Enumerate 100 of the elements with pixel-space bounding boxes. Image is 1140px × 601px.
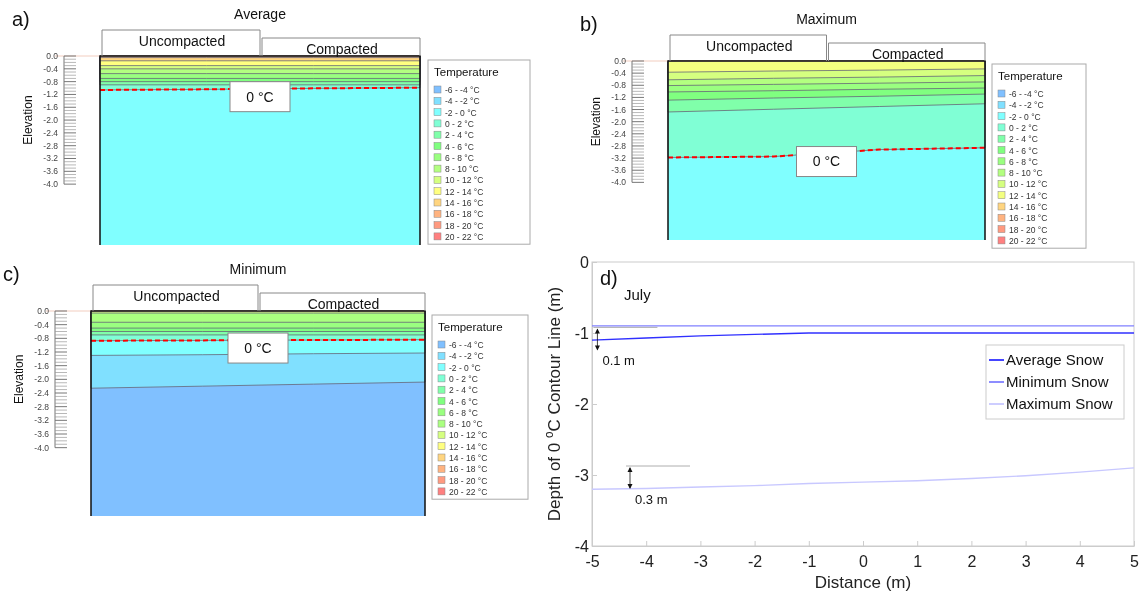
chart-title: Average [234, 6, 287, 22]
y-tick-label: 0 [580, 253, 590, 271]
y-tick-label: 0.0 [614, 55, 627, 66]
x-tick-label: -4 [639, 552, 654, 570]
legend-label: 8 - 10 °C [1009, 168, 1043, 179]
annotation: 0.1 m [602, 353, 635, 369]
y-tick-label: -3.2 [43, 153, 59, 164]
text: c) [3, 263, 20, 285]
y-tick-label: -3.6 [34, 428, 50, 439]
text: Uncompacted [133, 288, 220, 304]
legend-label: 4 - 6 °C [1009, 145, 1038, 156]
legend-label: 6 - 8 °C [1009, 156, 1038, 167]
legend-label: 20 - 22 °C [449, 486, 488, 497]
legend-label: 18 - 20 °C [1009, 224, 1048, 235]
annotation: 0 °C [246, 88, 274, 105]
x-tick-label: 0 [859, 552, 869, 570]
legend-label: -4 - -2 °C [1009, 100, 1044, 111]
y-tick-label: -3.6 [611, 165, 627, 176]
legend-title: Temperature [438, 321, 503, 333]
x-tick-label: -5 [585, 552, 600, 570]
legend-label: -2 - 0 °C [1009, 111, 1041, 122]
legend-label: 14 - 16 °C [1009, 202, 1048, 212]
legend-label: 4 - 6 °C [449, 396, 478, 407]
y-tick-label: -2.8 [611, 140, 627, 151]
y-axis-title: Elevation [589, 96, 603, 147]
x-tick-label: 2 [967, 552, 977, 570]
legend-label: 20 - 22 °C [1009, 235, 1048, 246]
y-tick-label: -0.8 [611, 80, 627, 91]
legend-label: 2 - 4 °C [1009, 134, 1038, 145]
y-tick-label: -3.6 [43, 166, 59, 177]
legend-label: -6 - -4 °C [1009, 89, 1044, 99]
y-tick-label: -0.4 [43, 63, 59, 74]
y-tick-label: -0.4 [611, 68, 627, 79]
x-tick-label: 4 [1075, 552, 1085, 570]
legend-label: 18 - 20 °C [445, 220, 484, 231]
annotation: 0 °C [812, 153, 841, 170]
annotation: July [624, 286, 652, 303]
y-tick-label: -2.8 [34, 401, 50, 412]
legend-label: 14 - 16 °C [449, 453, 488, 463]
legend-label: 12 - 14 °C [445, 186, 484, 197]
y-tick-label: -4.0 [43, 179, 59, 190]
legend-label: 12 - 14 °C [1009, 190, 1048, 201]
legend-label: -4 - -2 °C [449, 351, 484, 362]
chart-title: Maximum [796, 11, 857, 27]
legend-label: 10 - 12 °C [445, 175, 484, 186]
annotation: 0.3 m [635, 492, 668, 507]
x-axis-title: Distance (m) [814, 573, 912, 592]
line-series [591, 467, 1135, 490]
y-axis-title: Elevation [12, 354, 26, 405]
legend-label: -2 - 0 °C [445, 107, 477, 118]
legend-label: 18 - 20 °C [449, 475, 488, 486]
y-tick-label: -2 [574, 395, 590, 413]
line-series [591, 332, 1135, 341]
y-tick-label: -1.6 [43, 102, 59, 113]
y-tick-label: 0.0 [46, 50, 59, 61]
x-tick-label: 1 [913, 552, 923, 570]
annotation: d) [600, 267, 618, 289]
annotation: Compacted [306, 41, 378, 57]
y-tick-label: -1.6 [611, 104, 627, 115]
y-tick-label: -3 [574, 466, 590, 484]
legend-label: 6 - 8 °C [449, 407, 478, 418]
y-tick-label: -0.8 [43, 76, 59, 87]
legend-label: -2 - 0 °C [449, 362, 481, 373]
y-tick-label: -2.4 [34, 387, 50, 398]
chart-title: Minimum [229, 261, 287, 277]
text: b) [580, 13, 598, 35]
legend-label: -4 - -2 °C [445, 96, 480, 107]
y-tick-label: -3.2 [611, 153, 627, 164]
legend-title: Temperature [434, 66, 499, 78]
legend-label: 20 - 22 °C [445, 231, 484, 242]
y-tick-label: -2.4 [43, 127, 59, 138]
text: a) [12, 8, 30, 30]
y-tick-label: -1.2 [611, 92, 627, 103]
y-tick-label: -4 [574, 537, 590, 555]
legend-label: 0 - 2 °C [445, 118, 474, 129]
legend-label: 14 - 16 °C [445, 198, 484, 208]
legend-label: -6 - -4 °C [445, 85, 480, 95]
y-axis-title: Elevation [21, 95, 35, 145]
legend-label: 16 - 18 °C [445, 209, 484, 220]
y-tick-label: -2.0 [34, 374, 50, 385]
legend-label: 0 - 2 °C [1009, 122, 1038, 133]
x-tick-label: 5 [1130, 552, 1140, 570]
legend-label: 8 - 10 °C [445, 164, 479, 175]
y-tick-label: -2.4 [611, 128, 627, 139]
y-tick-label: -1.2 [43, 89, 59, 100]
legend-label: 0 - 2 °C [449, 373, 478, 384]
legend-label: 4 - 6 °C [445, 141, 474, 152]
x-tick-label: -2 [747, 552, 763, 570]
legend-label: 8 - 10 °C [449, 419, 483, 430]
y-tick-label: -0.4 [34, 319, 50, 330]
legend-label: Maximum Snow [1006, 395, 1113, 413]
y-tick-label: -2.0 [611, 116, 627, 127]
legend-label: 16 - 18 °C [449, 464, 488, 475]
legend-label: 16 - 18 °C [1009, 213, 1048, 224]
y-tick-label: -1.6 [34, 360, 50, 371]
y-tick-label: -4.0 [34, 442, 50, 453]
y-tick-label: -2.0 [43, 115, 59, 126]
y-tick-label: -4.0 [611, 177, 627, 188]
annotation: Compacted [871, 46, 944, 62]
legend-label: 2 - 4 °C [445, 130, 474, 141]
